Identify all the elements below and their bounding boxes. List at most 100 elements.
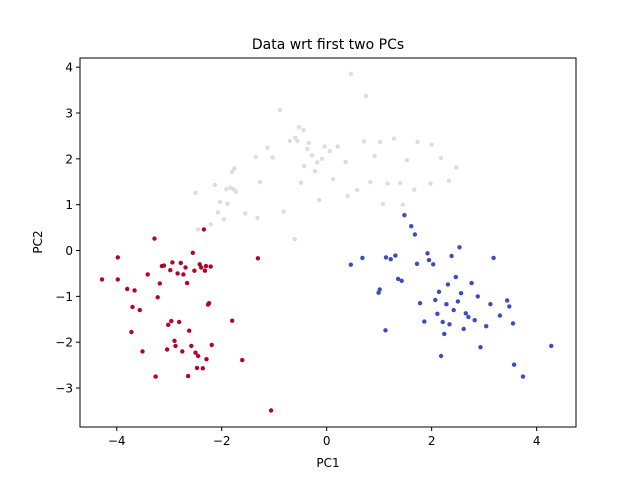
data-point-series-1 [193,190,198,195]
data-point-series-1 [315,160,320,165]
data-point-series-0 [164,347,170,352]
data-point-series-2 [431,262,436,267]
data-point-series-0 [183,265,188,270]
data-point-series-0 [157,281,162,286]
data-point-series-2 [426,257,432,263]
data-point-series-0 [199,265,204,270]
data-point-series-0 [168,268,173,273]
data-point-series-1 [221,217,226,222]
scatter-points [99,71,554,413]
data-point-series-1 [454,165,459,170]
data-point-series-0 [175,271,180,276]
data-point-series-2 [510,321,516,326]
y-tick-label: 4 [65,61,73,75]
data-point-series-2 [469,280,474,286]
data-point-series-1 [438,155,444,161]
data-point-series-2 [458,291,464,296]
y-tick-label: −1 [55,290,73,304]
data-point-series-0 [132,288,137,293]
data-point-series-2 [422,319,427,324]
y-tick-label: −3 [55,382,73,396]
data-point-series-2 [507,304,512,309]
data-point-series-2 [511,362,517,367]
data-point-series-1 [301,164,307,169]
data-point-series-1 [404,158,410,163]
x-tick-label: 2 [428,434,436,448]
data-point-series-2 [461,326,466,332]
data-point-series-0 [137,307,142,313]
x-axis-ticks: −4 −2 0 2 4 [108,427,541,448]
data-point-series-0 [194,365,200,371]
data-point-series-0 [200,366,205,371]
data-point-series-1 [281,209,286,214]
data-point-series-1 [257,180,263,185]
data-point-series-1 [398,180,403,186]
data-point-series-1 [348,71,353,77]
data-point-series-1 [195,227,201,232]
data-point-series-2 [383,328,388,333]
data-point-series-0 [161,263,167,268]
data-point-series-1 [253,154,258,160]
y-tick-label: 0 [65,244,73,258]
data-point-series-2 [348,262,353,267]
data-point-series-2 [488,302,493,307]
data-point-series-1 [298,180,304,185]
data-point-series-0 [192,268,197,273]
y-axis-ticks: −3 −2 −1 0 1 2 3 4 [55,61,80,396]
data-point-series-0 [190,250,195,255]
data-point-series-0 [240,357,245,363]
data-point-series-1 [233,189,239,194]
data-point-series-2 [457,245,462,250]
x-tick-label: 4 [533,434,541,448]
data-point-series-0 [255,256,261,261]
data-point-series-2 [399,278,404,283]
data-point-series-0 [145,272,150,277]
data-point-series-0 [209,342,214,348]
data-point-series-0 [166,322,171,327]
data-point-series-1 [270,155,275,160]
data-point-series-0 [187,328,192,333]
data-point-series-2 [505,298,510,303]
data-point-series-2 [455,299,461,304]
data-point-series-1 [380,201,385,206]
data-point-series-1 [330,176,336,182]
data-point-series-1 [225,201,230,206]
data-point-series-0 [202,268,208,273]
data-point-series-1 [368,180,373,185]
data-point-series-2 [425,251,430,256]
data-point-series-1 [446,178,452,183]
data-point-series-0 [185,373,191,379]
data-point-series-0 [125,286,130,292]
x-axis-label: PC1 [316,456,339,470]
data-point-series-0 [169,318,174,324]
data-point-series-1 [292,236,297,242]
data-point-series-0 [115,255,121,260]
data-point-series-1 [385,181,390,186]
data-point-series-1 [363,93,369,99]
data-point-series-0 [115,277,121,282]
data-point-series-1 [378,139,383,145]
data-point-series-1 [429,142,434,147]
data-point-series-2 [549,343,554,349]
data-point-series-1 [295,138,300,144]
data-point-series-2 [360,255,365,261]
data-point-series-2 [445,282,451,287]
data-point-series-2 [388,257,393,262]
data-point-series-1 [296,125,302,130]
data-point-series-0 [180,349,185,354]
data-point-series-1 [335,144,340,149]
data-point-series-0 [140,349,145,354]
data-point-series-2 [453,274,458,280]
data-point-series-1 [400,202,405,207]
data-point-series-2 [395,276,401,282]
data-point-series-1 [293,135,298,140]
data-point-series-2 [475,294,480,299]
y-tick-label: 2 [65,152,73,166]
y-tick-label: 1 [65,198,73,212]
data-point-series-2 [491,255,496,261]
data-point-series-1 [312,169,318,174]
data-point-series-1 [224,186,229,192]
data-point-series-1 [305,147,310,152]
